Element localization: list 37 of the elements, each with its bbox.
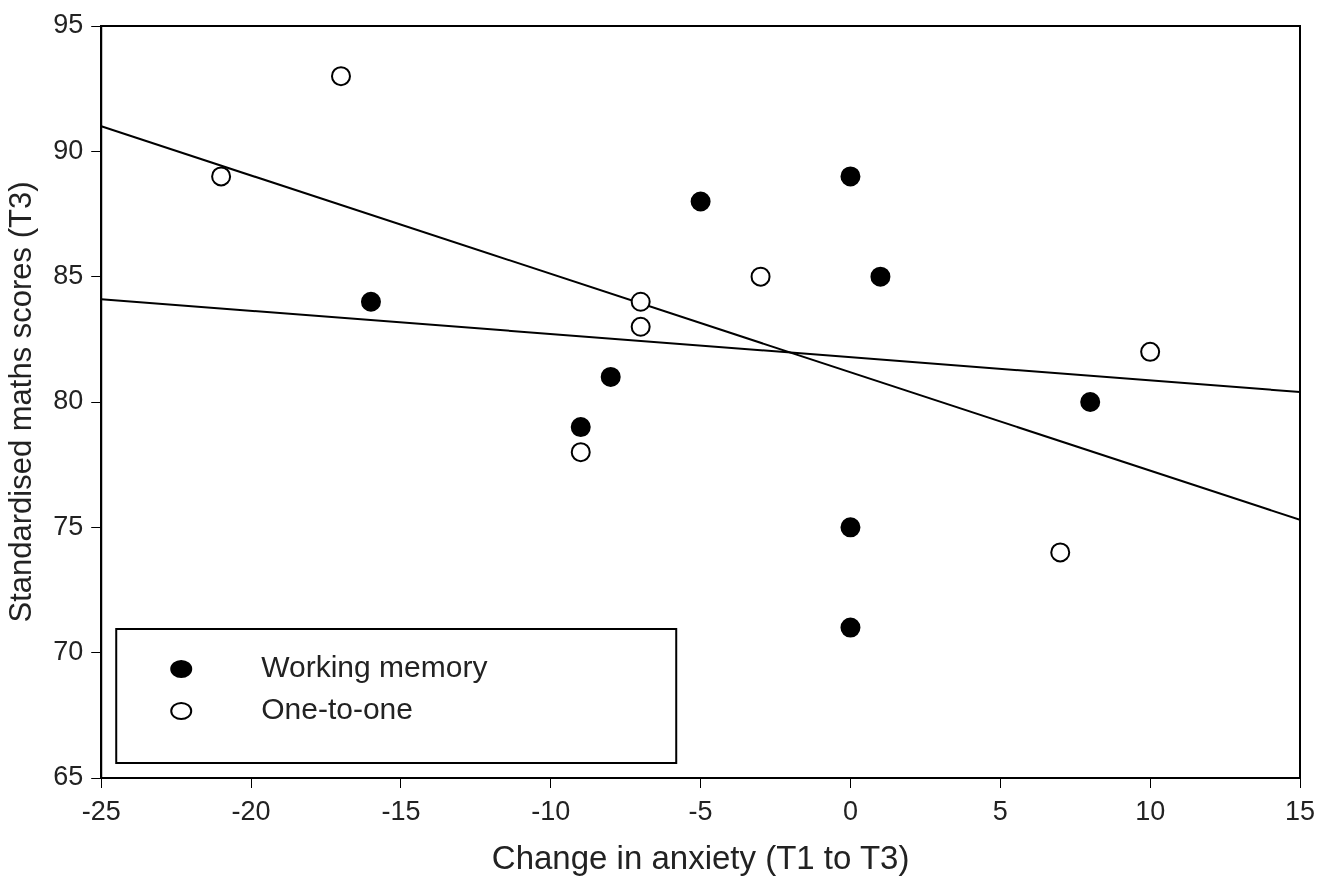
x-tick-label: -5 <box>688 795 713 826</box>
x-tick-label: 5 <box>992 795 1008 826</box>
point <box>630 316 651 337</box>
x-tick-label: 10 <box>1135 795 1166 826</box>
point <box>630 291 651 312</box>
y-axis-title: Standardised maths scores (T3) <box>3 181 39 623</box>
x-tick-label: -15 <box>381 795 421 826</box>
y-tick-label: 95 <box>53 9 84 40</box>
point <box>570 417 591 438</box>
y-tick-label: 90 <box>53 134 84 165</box>
point <box>1050 542 1071 563</box>
point <box>211 166 232 187</box>
x-axis-title: Change in anxiety (T1 to T3) <box>491 839 910 877</box>
y-tick-label: 65 <box>53 761 84 792</box>
point <box>840 617 861 638</box>
x-tick-label: 15 <box>1284 795 1316 826</box>
legend-label: One-to-one <box>261 692 413 726</box>
x-tick-label: -10 <box>531 795 571 826</box>
y-tick-label: 75 <box>53 510 84 541</box>
point <box>1140 341 1161 362</box>
point <box>840 166 861 187</box>
point <box>360 291 381 312</box>
point <box>330 66 351 87</box>
x-tick-label: -25 <box>81 795 121 826</box>
y-tick-label: 70 <box>53 636 84 667</box>
y-tick-label: 80 <box>53 385 84 416</box>
x-tick-label: 0 <box>842 795 858 826</box>
point <box>690 191 711 212</box>
point <box>750 266 771 287</box>
point <box>600 366 621 387</box>
y-tick-label: 85 <box>53 260 84 291</box>
point <box>870 266 891 287</box>
point <box>1080 392 1101 412</box>
legend-label: Working memory <box>261 650 488 684</box>
point <box>840 517 861 538</box>
x-tick-label: -20 <box>231 795 271 826</box>
point <box>570 442 591 463</box>
